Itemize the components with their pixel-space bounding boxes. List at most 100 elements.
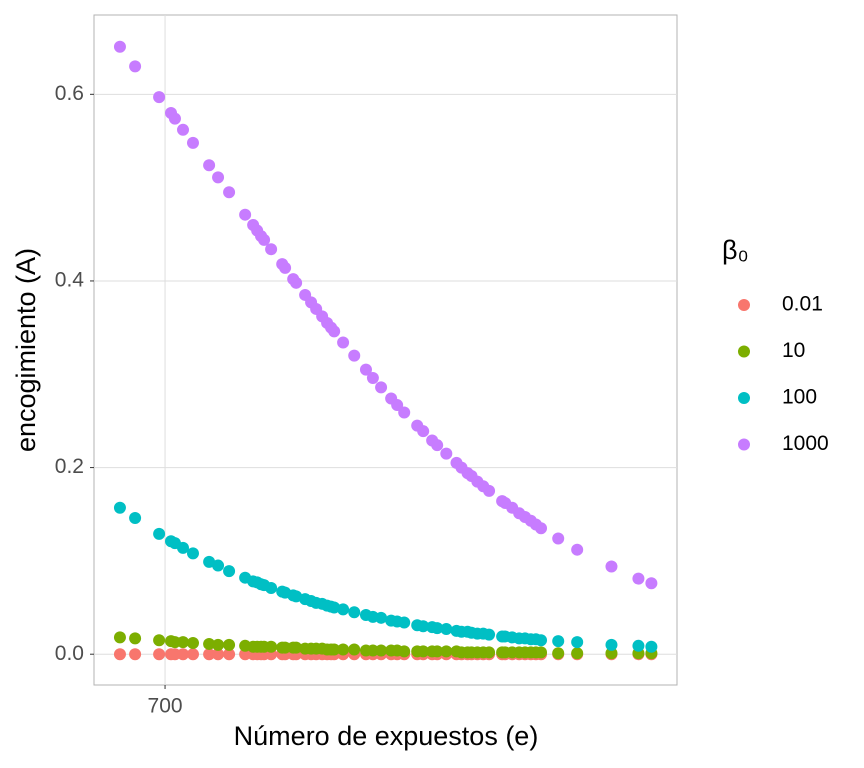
point [177,123,190,136]
point [265,581,278,594]
point [239,208,252,221]
legend-label: 10 [782,339,805,362]
legend-key [738,345,750,358]
point [290,641,303,654]
x-tick-label: 700 [148,695,183,718]
point [398,406,411,419]
legend-key [738,299,750,311]
point [431,439,444,452]
point [348,349,361,362]
point [398,616,411,629]
point [571,543,584,556]
y-tick-label: 0.2 [55,455,84,478]
point [552,647,565,660]
point [535,522,548,535]
point [605,560,618,573]
point [417,620,430,633]
point [417,645,430,658]
point [290,276,303,289]
point [186,136,199,149]
point [440,623,453,636]
point [223,648,236,661]
point [129,648,142,661]
point [113,648,126,661]
point [398,645,411,658]
point [212,638,225,651]
point [186,637,199,650]
point [328,325,341,338]
point [645,640,658,653]
y-tick-label: 0.0 [55,642,84,665]
y-tick-label: 0.4 [55,268,85,291]
point [129,632,142,645]
point [483,628,496,641]
point [375,381,388,394]
point [440,447,453,460]
legend-label: 1000 [782,432,829,455]
point [535,646,548,659]
point [605,638,618,651]
point [552,635,565,648]
point [366,371,379,384]
point [337,603,350,616]
point [153,91,166,104]
point [113,40,126,53]
point [177,541,190,554]
point [348,606,361,619]
point [328,601,341,614]
point [186,648,199,661]
point [337,643,350,656]
point [113,631,126,644]
point [645,577,658,590]
plot-panel [93,14,678,686]
point [177,636,190,649]
point [223,565,236,578]
point [153,527,166,540]
point [212,171,225,184]
y-tick-label: 0.6 [55,82,84,105]
point [535,634,548,647]
point [258,233,271,246]
point [265,243,278,256]
legend-label: 0.01 [782,293,823,316]
point [129,60,142,73]
legend-key [738,438,750,451]
point [375,611,388,624]
point [359,363,372,376]
point [265,640,278,653]
point [113,501,126,514]
point [168,112,181,125]
point [605,647,618,660]
point [440,645,453,658]
point [328,643,341,656]
point [129,511,142,524]
point [223,186,236,199]
point [212,559,225,572]
legend-label: 100 [782,386,817,409]
point [153,634,166,647]
point [223,638,236,651]
point [483,646,496,659]
point [431,645,444,658]
point [417,425,430,438]
point [177,648,190,661]
point [632,639,645,652]
point [571,636,584,649]
point [279,261,292,274]
point [571,647,584,660]
point [337,336,350,349]
point [153,648,166,661]
point [632,572,645,585]
point [186,547,199,560]
point [203,648,216,661]
legend-key [738,392,750,404]
point [391,399,404,412]
point [212,648,225,661]
point [203,159,216,172]
point [552,532,565,545]
point [375,644,388,657]
point [203,637,216,650]
legend-title: β₀ [722,235,749,265]
point [483,484,496,497]
